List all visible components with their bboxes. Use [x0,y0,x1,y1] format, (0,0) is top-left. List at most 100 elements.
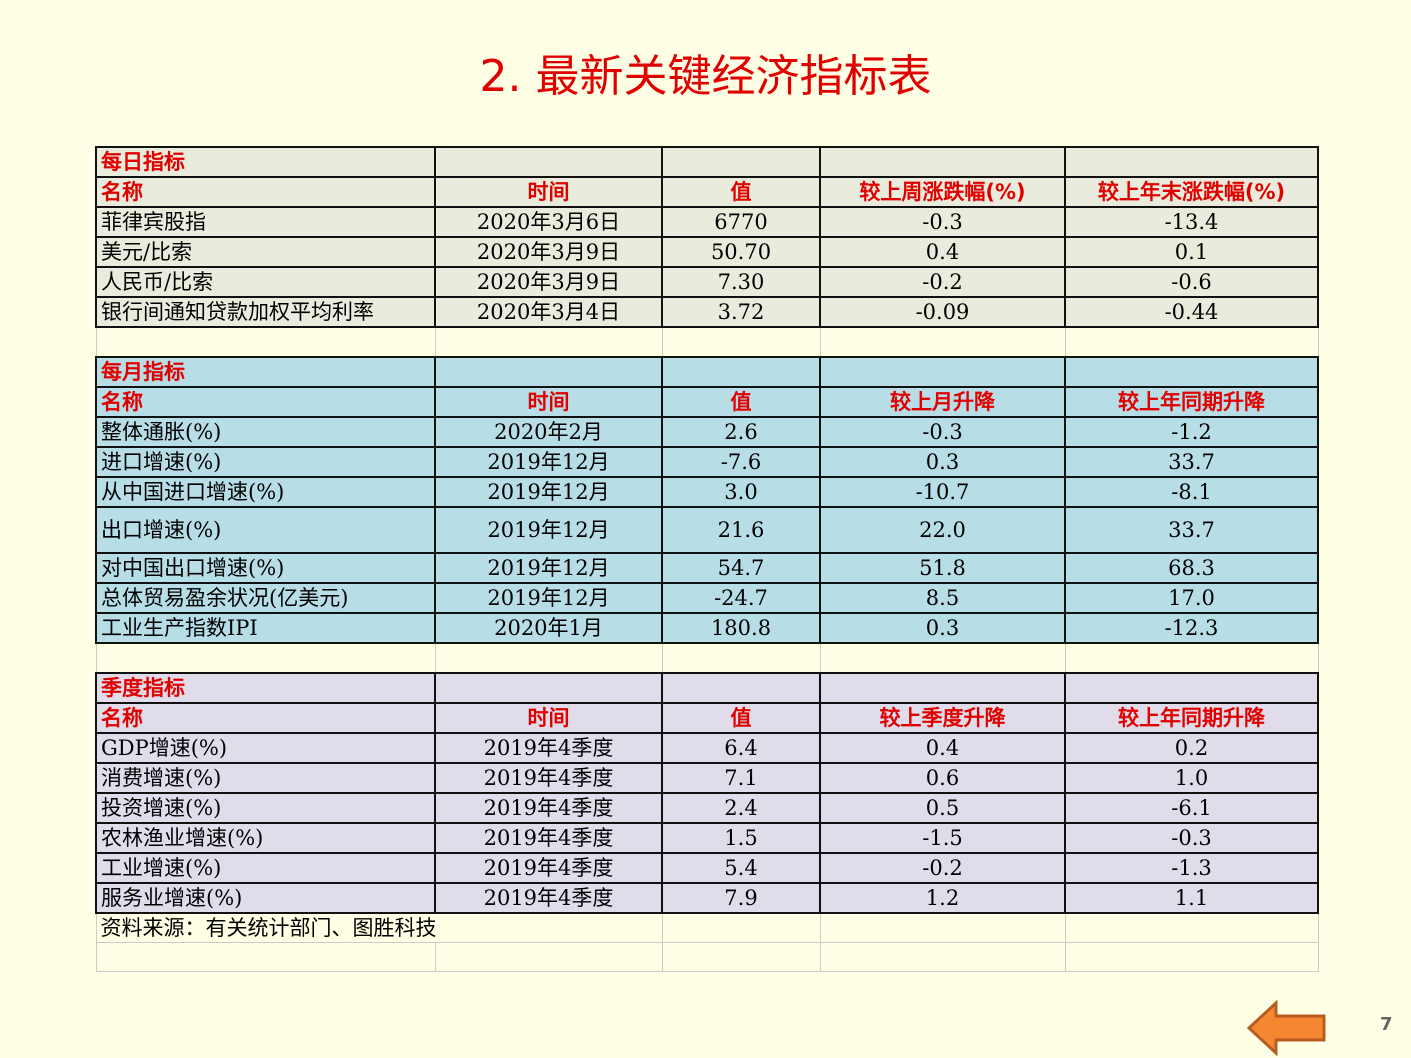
table-cell [1064,672,1319,704]
table-cell: 进口增速(%) [95,446,436,478]
table-cell [661,912,821,943]
table-cell: 0.4 [819,236,1066,268]
table-cell: 每日指标 [95,146,436,178]
table-cell: 时间 [434,386,663,418]
table-cell: 2019年4季度 [434,732,663,764]
table-cell: 美元/比索 [95,236,436,268]
table-cell: -1.2 [1064,416,1319,448]
table-cell: 1.0 [1064,762,1319,794]
table-cell: 工业增速(%) [95,852,436,884]
left-arrow-icon[interactable] [1246,1000,1328,1056]
table-cell [1064,642,1319,674]
table-row: GDP增速(%) 2019年4季度 6.4 0.4 0.2 [95,732,1319,764]
table-cell: -24.7 [661,582,821,614]
table-cell: 0.4 [819,732,1066,764]
table-row: 出口增速(%) 2019年12月 21.6 22.0 33.7 [95,506,1319,554]
table-cell [819,326,1066,358]
table-cell: 2019年4季度 [434,882,663,914]
table-cell: 整体通胀(%) [95,416,436,448]
section-row: 季度指标 [95,672,1319,704]
table-cell: 名称 [95,386,436,418]
table-row: 服务业增速(%) 2019年4季度 7.9 1.2 1.1 [95,882,1319,914]
table-cell: 2019年12月 [434,552,663,584]
table-cell: 6770 [661,206,821,238]
table-cell: 33.7 [1064,446,1319,478]
header-row: 名称 时间值较上月升降 较上年同期升降 [95,386,1319,418]
table-cell: 0.3 [819,446,1066,478]
table-cell: 2019年4季度 [434,762,663,794]
table-cell: 2020年3月9日 [434,236,663,268]
table-cell [434,942,663,972]
table-cell: 8.5 [819,582,1066,614]
table-cell: 2020年3月4日 [434,296,663,328]
table-row: 银行间通知贷款加权平均利率 2020年3月4日 3.72 -0.09 -0.44 [95,296,1319,328]
table-cell: 2020年2月 [434,416,663,448]
table-cell: 名称 [95,176,436,208]
table-cell: 投资增速(%) [95,792,436,824]
table-cell: 较上年同期升降 [1064,386,1319,418]
table-cell: 50.70 [661,236,821,268]
table-cell: 7.30 [661,266,821,298]
table-cell: 2.4 [661,792,821,824]
table-cell: 7.1 [661,762,821,794]
table-cell: 2.6 [661,416,821,448]
table-cell [819,146,1066,178]
table-row: 从中国进口增速(%) 2019年12月 3.0 -10.7 -8.1 [95,476,1319,508]
table-cell: -6.1 [1064,792,1319,824]
table-cell: -1.3 [1064,852,1319,884]
table-cell [434,356,663,388]
table-cell [661,326,821,358]
table-row: 总体贸易盈余状况(亿美元) 2019年12月 -24.7 8.5 17.0 [95,582,1319,614]
table-cell: 较上周涨跌幅(%) [819,176,1066,208]
table-cell: 33.7 [1064,506,1319,554]
table-cell [1064,326,1319,358]
table-cell: 2019年4季度 [434,822,663,854]
table-cell: 时间 [434,176,663,208]
blank-row [95,642,1319,674]
table-cell: 季度指标 [95,672,436,704]
table-cell: 2020年3月6日 [434,206,663,238]
table-row: 消费增速(%) 2019年4季度 7.1 0.6 1.0 [95,762,1319,794]
blank-row [95,326,1319,358]
table-cell: 每月指标 [95,356,436,388]
table-cell: -12.3 [1064,612,1319,644]
table-cell: 21.6 [661,506,821,554]
table-cell: 17.0 [1064,582,1319,614]
table-cell [434,326,663,358]
table-cell: 2019年12月 [434,582,663,614]
table-row: 工业生产指数IPI 2020年1月 180.8 0.3 -12.3 [95,612,1319,644]
table-cell [819,942,1066,972]
table-cell: 6.4 [661,732,821,764]
table-cell [819,356,1066,388]
table-cell [1064,942,1319,972]
table-row: 农林渔业增速(%) 2019年4季度 1.5 -1.5 -0.3 [95,822,1319,854]
table-row: 对中国出口增速(%) 2019年12月 54.7 51.8 68.3 [95,552,1319,584]
table-cell: -0.2 [819,266,1066,298]
table-cell: 5.4 [661,852,821,884]
table-row: 人民币/比索 2020年3月9日 7.30 -0.2 -0.6 [95,266,1319,298]
table-cell [434,642,663,674]
table-cell: 3.0 [661,476,821,508]
table-cell [95,642,436,674]
table-cell: -0.3 [819,416,1066,448]
table-cell [661,642,821,674]
section-row: 每月指标 [95,356,1319,388]
table-cell: 对中国出口增速(%) [95,552,436,584]
table-cell: 1.1 [1064,882,1319,914]
table-cell: 服务业增速(%) [95,882,436,914]
table-row: 菲律宾股指 2020年3月6日 6770 -0.3 -13.4 [95,206,1319,238]
page-title: 2. 最新关键经济指标表 [479,51,932,102]
table-cell: -0.6 [1064,266,1319,298]
table-cell: 菲律宾股指 [95,206,436,238]
table-cell: 2019年12月 [434,476,663,508]
table-cell [661,356,821,388]
table-cell: 较上月升降 [819,386,1066,418]
table-cell: 180.8 [661,612,821,644]
table-cell: 7.9 [661,882,821,914]
table-cell: 2019年12月 [434,446,663,478]
table-cell [661,672,821,704]
table-cell: 2020年3月9日 [434,266,663,298]
table-cell: 0.6 [819,762,1066,794]
table-cell: 名称 [95,702,436,734]
table-cell: 银行间通知贷款加权平均利率 [95,296,436,328]
